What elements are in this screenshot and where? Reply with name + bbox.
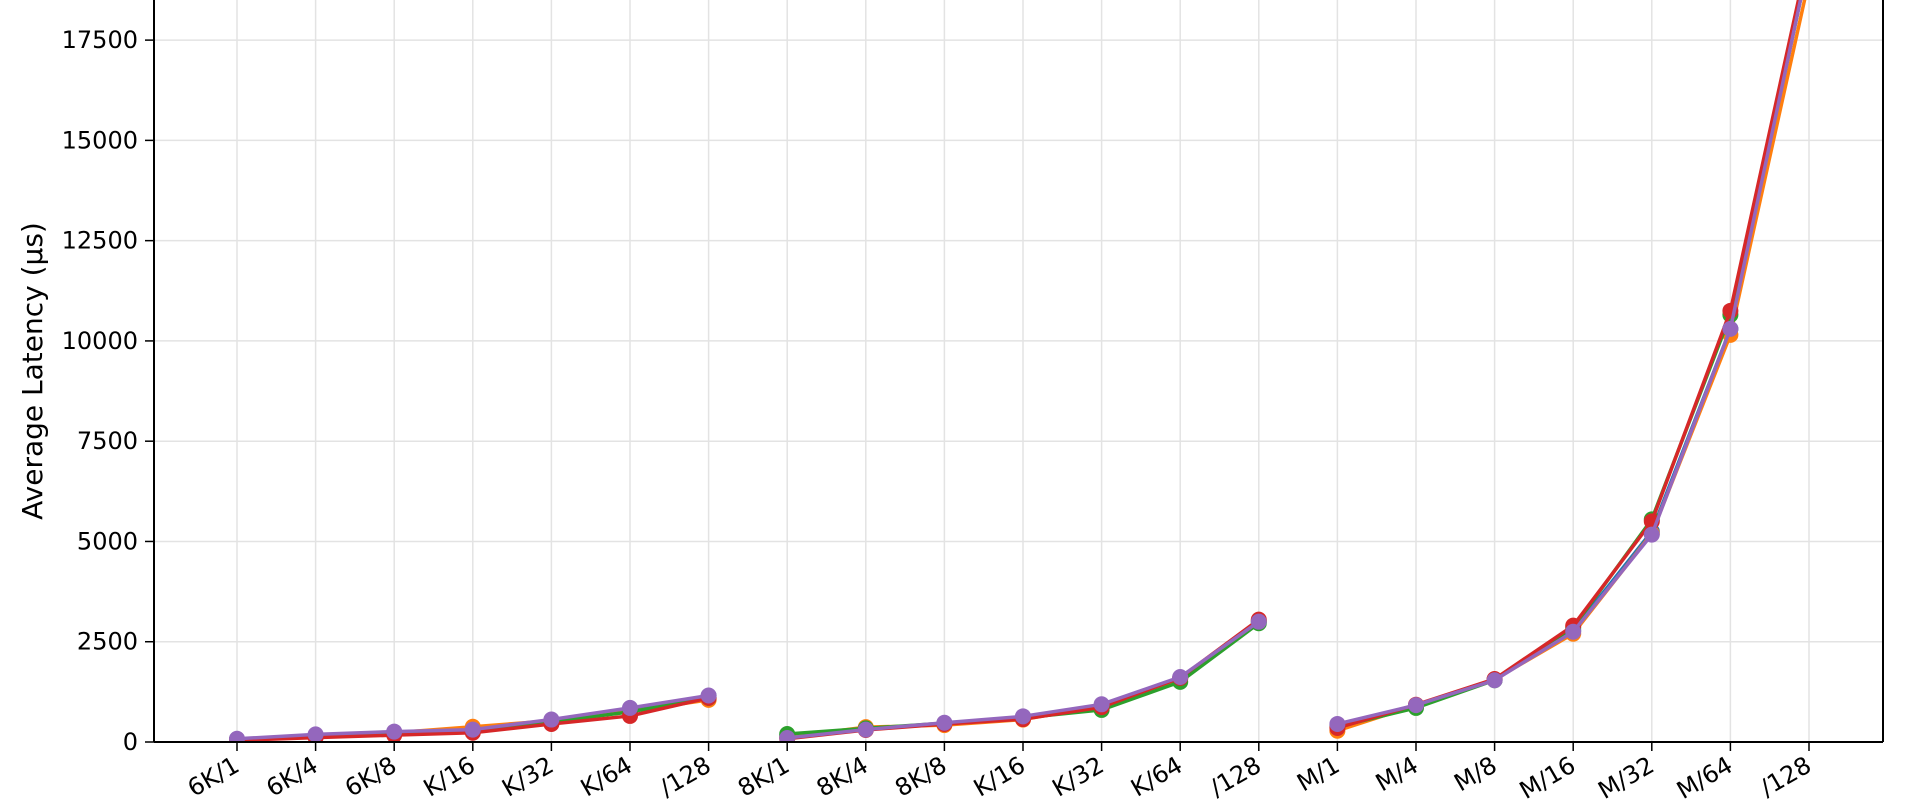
data-point	[1093, 696, 1110, 713]
y-tick-label: 17500	[62, 26, 138, 54]
y-axis-ticks: 0 2500 5000 7500 10000 12500 15000 17500	[62, 26, 154, 756]
data-point	[1565, 623, 1582, 640]
x-tick-label: K/32	[1048, 751, 1109, 800]
x-tick-label: M/32	[1593, 751, 1658, 800]
data-point	[857, 721, 874, 738]
x-tick-label: M/16	[1515, 751, 1580, 800]
axes-frame	[153, 0, 1884, 743]
x-tick-label: M/1	[1292, 751, 1344, 797]
series-5	[229, 0, 1803, 742]
data-point	[464, 721, 481, 738]
data-point	[700, 687, 717, 704]
y-tick-label: 15000	[62, 126, 138, 154]
data-point	[229, 730, 245, 742]
x-tick-label: /128	[655, 751, 716, 800]
data-point	[1408, 697, 1424, 714]
x-tick-label: 6K/8	[340, 751, 401, 800]
series-layer	[229, 0, 1807, 742]
y-tick-label: 7500	[77, 427, 138, 455]
data-point	[1015, 708, 1031, 725]
data-point	[1722, 320, 1739, 337]
x-tick-label: M/64	[1672, 751, 1737, 800]
y-axis-label: Average Latency (µs)	[16, 222, 49, 520]
x-tick-label: K/64	[576, 751, 637, 800]
data-point	[1250, 613, 1267, 630]
x-tick-label: K/16	[419, 751, 480, 800]
grid-layer	[154, 0, 1883, 743]
y-tick-label: 2500	[77, 628, 138, 656]
x-tick-label: /128	[1755, 751, 1816, 800]
x-tick-label: M/4	[1371, 751, 1423, 797]
y-tick-label: 0	[123, 728, 138, 756]
data-point	[779, 729, 796, 742]
data-point	[936, 714, 953, 731]
x-tick-label: 6K/1	[183, 751, 244, 800]
data-point	[1329, 715, 1346, 732]
data-point	[1643, 526, 1660, 543]
data-point	[386, 723, 403, 740]
y-tick-label: 10000	[62, 327, 138, 355]
x-tick-label: 8K/8	[890, 751, 951, 800]
x-tick-label: 8K/4	[812, 751, 873, 800]
x-tick-label: M/8	[1449, 751, 1501, 797]
x-tick-label: /128	[1205, 751, 1266, 800]
data-point	[1486, 672, 1503, 689]
y-tick-label: 5000	[77, 527, 138, 555]
x-axis-ticks: 6K/1 6K/4 6K/8 K/16 K/32 K/64/128 8K/1 8K/4 8K/8…	[183, 742, 1816, 800]
x-tick-label: K/32	[497, 751, 558, 800]
x-tick-label: 6K/4	[262, 751, 323, 800]
data-point	[622, 699, 638, 716]
data-point	[1172, 669, 1189, 686]
x-tick-label: K/16	[969, 751, 1030, 800]
data-point	[543, 711, 560, 728]
y-tick-label: 12500	[62, 227, 138, 255]
x-tick-label: 8K/1	[733, 751, 794, 800]
x-tick-label: K/64	[1126, 751, 1187, 800]
data-point	[307, 726, 324, 742]
